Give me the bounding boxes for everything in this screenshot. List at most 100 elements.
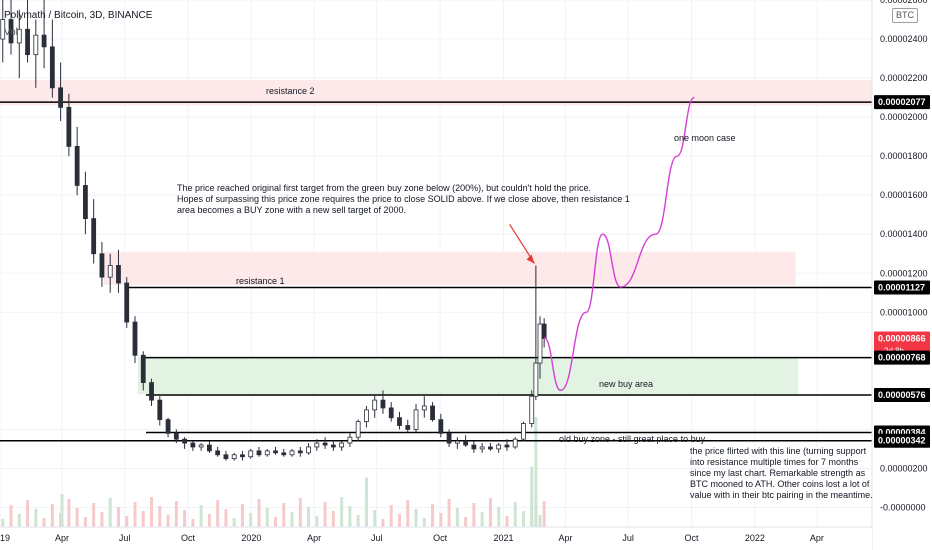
volume-bar (331, 511, 335, 527)
candle-body (430, 405, 435, 421)
main-note-line-3: area becomes a BUY zone with a new sell … (177, 205, 406, 215)
volume-bar (323, 502, 327, 527)
volume-bar (83, 517, 87, 527)
volume-bar (67, 499, 71, 527)
price-label: 0.00000342 (878, 436, 926, 446)
candle-body (504, 444, 510, 448)
volume-bar (265, 508, 269, 527)
price-label-box (874, 95, 930, 110)
candle-body (397, 417, 402, 426)
volume-bar (257, 499, 261, 527)
candle-body (289, 450, 295, 456)
volume-bar (216, 500, 220, 527)
volume-bar (521, 511, 525, 527)
volume-bar (150, 497, 154, 527)
volume-bar (26, 500, 30, 527)
candle-body (190, 442, 196, 448)
volume-bar (191, 519, 195, 527)
volume-bar (480, 512, 484, 527)
volume-bar (431, 504, 435, 527)
price-axis-tick: 0.00002400 (880, 34, 928, 44)
candle-body (264, 450, 270, 456)
candle-body (182, 438, 187, 444)
time-axis-tick: 2022 (745, 533, 765, 543)
candle-body (8, 19, 14, 44)
volume-bar (315, 516, 319, 527)
candle-body (388, 407, 394, 419)
volume-bar (397, 514, 401, 527)
volume-bar (240, 504, 244, 527)
price-label: 0.00001127 (878, 283, 925, 293)
candle-body (537, 323, 543, 364)
candle-body (364, 409, 369, 422)
volume-bar (381, 519, 385, 527)
candle-body (306, 446, 311, 454)
candle-body (355, 421, 361, 438)
volume-bar (75, 508, 79, 527)
candle-body (124, 282, 130, 323)
price-axis-tick: 0.00000200 (880, 463, 928, 473)
price-label: 0.00000768 (878, 353, 926, 363)
candle-body (132, 321, 138, 356)
volume-bar (108, 498, 112, 527)
flirt-note-line-5: value with in their btc pairing in the m… (690, 490, 873, 500)
price-axis-tick: -0.0000000 (880, 502, 926, 512)
candle-body (49, 46, 55, 89)
moon-case-projection (543, 96, 695, 392)
time-axis-tick: Apr (307, 533, 321, 543)
candle-body (479, 446, 485, 450)
candle-body (380, 399, 386, 409)
volume-bar (92, 503, 96, 527)
price-axis-tick: 0.00002200 (880, 73, 928, 83)
candle-body (66, 106, 72, 147)
volume-bar (207, 514, 211, 527)
volume-bar (513, 502, 517, 527)
candle-body (314, 442, 320, 448)
currency-badge[interactable]: BTC (892, 8, 918, 23)
volume-bar (464, 517, 468, 527)
candle-body (446, 432, 452, 444)
flirt-note-line-2: into resistance multiple times for 7 mon… (690, 457, 859, 467)
candle-body (281, 452, 287, 456)
candle-body (322, 442, 328, 446)
candle-body (99, 253, 105, 278)
price-label-box (874, 433, 930, 448)
volume-bar (34, 509, 38, 527)
volume-bar (183, 510, 187, 527)
candle-body (463, 440, 469, 446)
volume-bar (406, 500, 410, 527)
price-axis-tick: 0.00001400 (880, 229, 928, 239)
price-axis-tick: 0.00001000 (880, 307, 928, 317)
time-axis-tick: 2020 (241, 533, 261, 543)
volume-bar (125, 516, 129, 527)
volume-bar (497, 507, 501, 527)
candle-body (405, 425, 411, 430)
candle-body (454, 440, 460, 444)
volume-bar (274, 517, 278, 527)
volume-bar (472, 503, 476, 527)
old-buy-zone-label: old buy zone - still great place to buy (559, 434, 706, 444)
volume-bar (166, 515, 170, 527)
time-axis-tick: Oct (181, 533, 196, 543)
volume-bar (100, 512, 104, 527)
volume-bar (542, 501, 546, 527)
volume-bar (174, 501, 178, 527)
volume-bar (307, 507, 311, 527)
new-buy-area-label: new buy area (599, 379, 654, 389)
volume-bar (42, 518, 46, 527)
candle-body (496, 444, 502, 450)
volume-bar (488, 498, 492, 527)
time-axis-tick: Jul (119, 533, 131, 543)
zone-buy (137, 357, 799, 395)
candle-body (240, 454, 245, 458)
candle-body (488, 446, 493, 450)
candle-body (157, 399, 163, 421)
candle-body (330, 444, 336, 448)
candle-body (0, 19, 6, 40)
candle-body (16, 28, 22, 44)
volume-bar (116, 507, 120, 527)
flirt-note-line-1: the price flirted with this line (turnin… (690, 446, 867, 456)
volume-bar (224, 509, 228, 527)
volume-spike (530, 466, 534, 527)
